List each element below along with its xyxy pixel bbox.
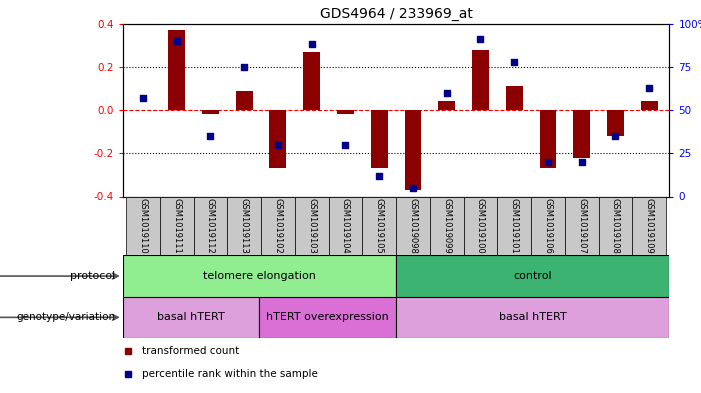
Text: GSM1019101: GSM1019101 <box>510 198 519 254</box>
Bar <box>438 101 455 110</box>
Bar <box>565 196 599 255</box>
Text: GSM1019109: GSM1019109 <box>645 198 654 254</box>
Text: GSM1019108: GSM1019108 <box>611 198 620 254</box>
Text: transformed count: transformed count <box>142 346 239 356</box>
Text: GSM1019104: GSM1019104 <box>341 198 350 254</box>
Point <box>272 141 283 148</box>
Bar <box>329 196 362 255</box>
Bar <box>396 297 669 338</box>
Bar <box>404 110 421 190</box>
Bar <box>531 196 565 255</box>
Text: GSM1019112: GSM1019112 <box>206 198 215 254</box>
Bar <box>396 196 430 255</box>
Point <box>205 133 216 139</box>
Bar <box>160 196 193 255</box>
Text: percentile rank within the sample: percentile rank within the sample <box>142 369 318 379</box>
Bar <box>295 196 329 255</box>
Point <box>610 133 621 139</box>
Text: basal hTERT: basal hTERT <box>499 312 566 322</box>
Bar <box>337 110 354 114</box>
Point <box>340 141 351 148</box>
Bar <box>126 196 160 255</box>
Text: GSM1019113: GSM1019113 <box>240 198 249 254</box>
Point <box>374 173 385 179</box>
Bar <box>227 196 261 255</box>
Text: control: control <box>513 271 552 281</box>
Bar <box>497 196 531 255</box>
Text: GSM1019099: GSM1019099 <box>442 198 451 254</box>
Bar <box>396 255 669 297</box>
Point <box>644 84 655 91</box>
Text: basal hTERT: basal hTERT <box>157 312 225 322</box>
Bar <box>259 297 396 338</box>
Text: hTERT overexpression: hTERT overexpression <box>266 312 389 322</box>
Bar <box>632 196 666 255</box>
Point <box>543 159 554 165</box>
Bar <box>540 110 557 168</box>
Text: GSM1019098: GSM1019098 <box>409 198 417 254</box>
Bar <box>304 51 320 110</box>
Bar <box>607 110 624 136</box>
Bar <box>269 110 287 168</box>
Text: GSM1019111: GSM1019111 <box>172 198 181 254</box>
Bar <box>641 101 658 110</box>
Bar <box>261 196 295 255</box>
Point <box>238 64 250 70</box>
Bar <box>573 110 590 158</box>
Bar <box>505 86 523 110</box>
Text: genotype/variation: genotype/variation <box>17 312 116 322</box>
Bar <box>193 196 227 255</box>
Point <box>475 36 486 42</box>
Bar <box>599 196 632 255</box>
Point <box>306 41 318 48</box>
Point <box>509 59 520 65</box>
Text: GSM1019102: GSM1019102 <box>273 198 283 254</box>
Text: GSM1019106: GSM1019106 <box>543 198 552 254</box>
Bar <box>168 30 185 110</box>
Text: GSM1019107: GSM1019107 <box>577 198 586 254</box>
Bar <box>123 255 396 297</box>
Title: GDS4964 / 233969_at: GDS4964 / 233969_at <box>320 7 472 21</box>
Point <box>441 90 452 96</box>
Bar <box>236 90 252 110</box>
Bar <box>430 196 463 255</box>
Text: telomere elongation: telomere elongation <box>203 271 316 281</box>
Bar <box>362 196 396 255</box>
Text: protocol: protocol <box>70 271 116 281</box>
Bar <box>463 196 497 255</box>
Point <box>407 185 418 191</box>
Point <box>171 38 182 44</box>
Bar <box>472 50 489 110</box>
Text: GSM1019103: GSM1019103 <box>307 198 316 254</box>
Bar <box>202 110 219 114</box>
Bar <box>371 110 388 168</box>
Point <box>137 95 149 101</box>
Bar <box>123 297 259 338</box>
Text: GSM1019110: GSM1019110 <box>138 198 147 254</box>
Text: GSM1019100: GSM1019100 <box>476 198 485 254</box>
Text: GSM1019105: GSM1019105 <box>375 198 383 254</box>
Point <box>576 159 587 165</box>
